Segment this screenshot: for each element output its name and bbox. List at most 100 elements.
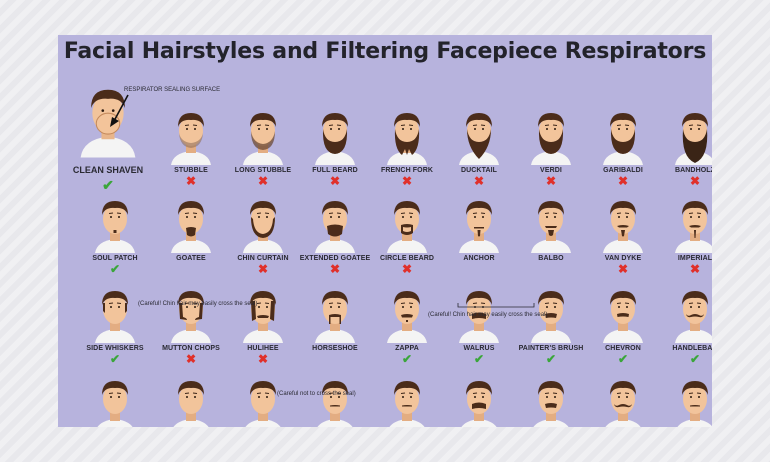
hairstyle-label: DUCKTAIL <box>460 167 498 174</box>
hairstyle-zappa: ZAPPA ✔ <box>368 287 446 377</box>
face-illustration <box>243 291 283 343</box>
hairstyle-label: GARIBALDI <box>603 167 643 174</box>
hairstyle-circle-beard: CIRCLE BEARD ✖ <box>368 197 446 287</box>
cross-icon: ✖ <box>185 174 197 188</box>
hairstyle-label: MUTTON CHOPS <box>162 345 220 352</box>
cross-icon: ✖ <box>329 174 341 188</box>
clean-shaven-head-illustration <box>80 89 136 158</box>
hairstyle-extended-goatee: EXTENDED GOATEE ✖ <box>296 197 374 287</box>
hairstyle-mutton-chops: MUTTON CHOPS ✖ <box>152 287 230 377</box>
hairstyle-unlabeled-31 <box>440 377 518 427</box>
face-illustration <box>531 113 571 165</box>
hairstyle-soul-patch: SOUL PATCH ✔ <box>76 197 154 287</box>
hairstyle-unlabeled-28 <box>224 377 302 427</box>
cross-icon: ✖ <box>689 262 701 276</box>
face-illustration <box>173 381 209 427</box>
hairstyle-label: SOUL PATCH <box>92 255 138 262</box>
check-icon: ✔ <box>545 352 557 366</box>
hairstyle-garibaldi: GARIBALDI ✖ <box>584 109 662 199</box>
hairstyle-unlabeled-26 <box>76 377 154 427</box>
face-illustration <box>243 113 283 165</box>
hairstyle-chevron: CHEVRON ✔ <box>584 287 662 377</box>
clean-shaven-label: CLEAN SHAVEN <box>72 165 144 175</box>
hairstyle-bandholz: BANDHOLZ ✖ <box>656 109 712 199</box>
hairstyle-label: VAN DYKE <box>604 255 642 262</box>
hairstyle-goatee: GOATEE <box>152 197 230 287</box>
hairstyle-label: EXTENDED GOATEE <box>299 255 371 262</box>
face-illustration <box>605 381 641 427</box>
face-illustration <box>531 291 571 343</box>
check-icon: ✔ <box>401 352 413 366</box>
hairstyle-unlabeled-30 <box>368 377 446 427</box>
hairstyle-unlabeled-27 <box>152 377 230 427</box>
horseshoe-caution-note: (Careful not to cross the seal) <box>277 391 356 397</box>
check-icon: ✔ <box>617 352 629 366</box>
face-illustration <box>675 291 712 343</box>
hairstyle-label: FULL BEARD <box>312 167 358 174</box>
hairstyle-label: PAINTER'S BRUSH <box>518 345 584 352</box>
face-illustration <box>603 291 643 343</box>
face-illustration <box>171 113 211 165</box>
cross-icon: ✖ <box>617 262 629 276</box>
clean-shaven-figure: CLEAN SHAVEN ✔ <box>72 83 144 193</box>
hairstyle-label: HORSESHOE <box>312 345 358 352</box>
hairstyle-verdi: VERDI ✖ <box>512 109 590 199</box>
hairstyle-label: ZAPPA <box>395 345 419 352</box>
poster-title: Facial Hairstyles and Filtering Facepiec… <box>63 39 707 64</box>
hairstyle-painter-s-brush: PAINTER'S BRUSH ✔ <box>512 287 590 377</box>
cross-icon: ✖ <box>401 174 413 188</box>
face-illustration <box>533 381 569 427</box>
check-icon: ✔ <box>109 352 121 366</box>
hairstyle-handlebar: HANDLEBAR✔ <box>656 287 712 377</box>
face-illustration <box>675 113 712 165</box>
face-illustration <box>315 113 355 165</box>
face-illustration <box>245 381 281 427</box>
hairstyle-walrus: WALRUS ✔ <box>440 287 518 377</box>
face-illustration <box>603 201 643 253</box>
clean-shaven-checkmark: ✔ <box>102 177 114 193</box>
face-illustration <box>97 381 133 427</box>
face-illustration <box>459 113 499 165</box>
face-illustration <box>675 201 712 253</box>
cross-icon: ✖ <box>185 352 197 366</box>
face-illustration <box>317 381 353 427</box>
hairstyle-label: GOATEE <box>176 255 206 262</box>
face-illustration <box>171 201 211 253</box>
hairstyle-horseshoe: HORSESHOE <box>296 287 374 377</box>
hairstyle-label: WALRUS <box>463 345 495 352</box>
hairstyle-label: HULIHEE <box>247 345 279 352</box>
anchor-balbo-caution-note: (Careful! Chin hair may easily cross the… <box>428 312 548 318</box>
hairstyle-label: HANDLEBAR <box>672 345 712 352</box>
hairstyle-balbo: BALBO <box>512 197 590 287</box>
face-illustration <box>95 291 135 343</box>
cross-icon: ✖ <box>689 174 701 188</box>
cross-icon: ✖ <box>617 174 629 188</box>
hairstyle-label: SIDE WHISKERS <box>86 345 144 352</box>
hairstyle-label: BANDHOLZ <box>674 167 712 174</box>
face-illustration <box>171 291 211 343</box>
cross-icon: ✖ <box>257 262 269 276</box>
hairstyle-label: LONG STUBBLE <box>234 167 292 174</box>
hairstyle-imperial: IMPERIAL ✖ <box>656 197 712 287</box>
hairstyle-unlabeled-33 <box>584 377 662 427</box>
hairstyle-hulihee: HULIHEE ✖ <box>224 287 302 377</box>
hairstyle-long-stubble: LONG STUBBLE ✖ <box>224 109 302 199</box>
hairstyle-full-beard: FULL BEARD ✖ <box>296 109 374 199</box>
cross-icon: ✖ <box>473 174 485 188</box>
cross-icon: ✖ <box>329 262 341 276</box>
hairstyle-label: CIRCLE BEARD <box>379 255 435 262</box>
face-illustration <box>315 291 355 343</box>
respirator-sealing-surface-callout: RESPIRATOR SEALING SURFACE <box>124 87 221 93</box>
hairstyle-label: CHIN CURTAIN <box>237 255 289 262</box>
hairstyle-label: FRENCH FORK <box>380 167 434 174</box>
hairstyle-label: STUBBLE <box>174 167 208 174</box>
hairstyle-label: VERDI <box>540 167 562 174</box>
face-illustration <box>389 381 425 427</box>
face-illustration <box>461 381 497 427</box>
hairstyle-label: IMPERIAL <box>677 255 712 262</box>
cross-icon: ✖ <box>257 352 269 366</box>
goatee-caution-note: (Careful! Chin hair may easily cross the… <box>138 301 258 307</box>
cross-icon: ✖ <box>545 174 557 188</box>
check-icon: ✔ <box>689 352 701 366</box>
hairstyle-label: CHEVRON <box>605 345 641 352</box>
